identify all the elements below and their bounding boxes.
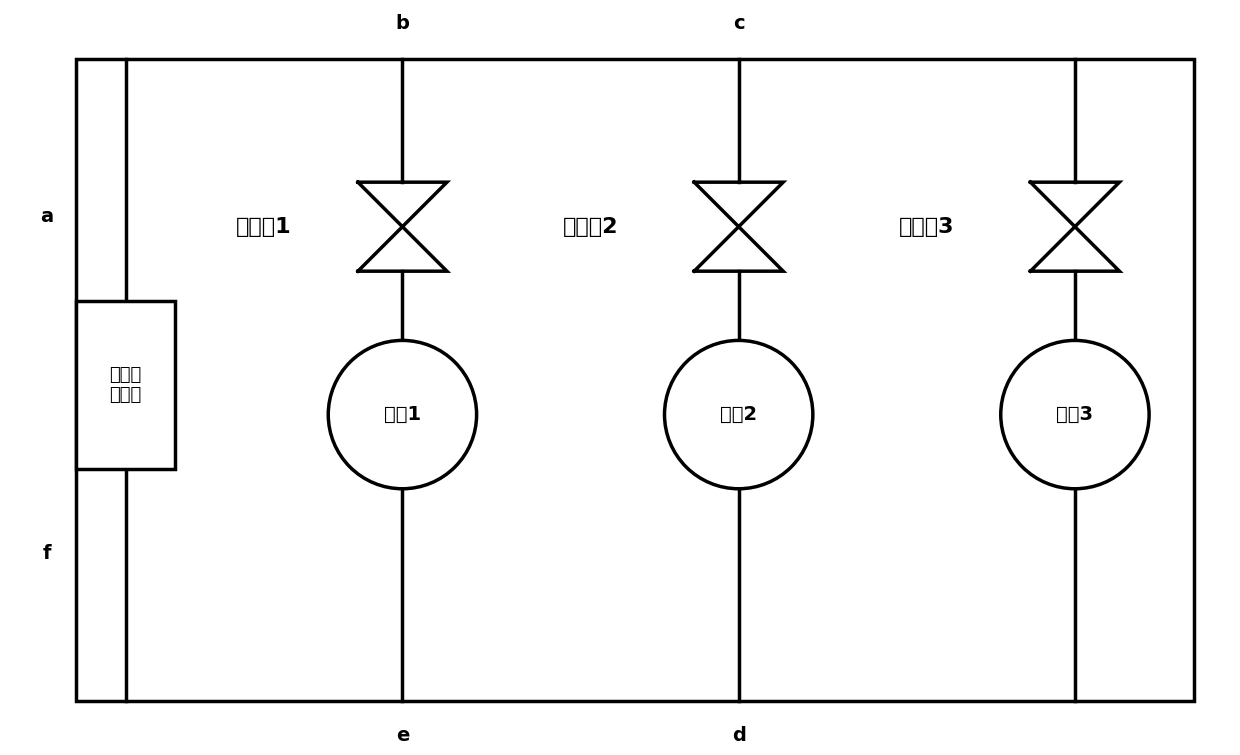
Text: a: a: [40, 208, 53, 226]
Text: b: b: [396, 14, 409, 33]
Text: 用户2: 用户2: [720, 405, 758, 424]
Circle shape: [665, 341, 813, 488]
Bar: [76, 300, 175, 469]
Text: 调节阀2: 调节阀2: [563, 217, 618, 236]
Circle shape: [329, 341, 476, 488]
Bar: [76, 59, 1194, 701]
Text: 用户1: 用户1: [384, 405, 422, 424]
Text: 调节阀3: 调节阀3: [899, 217, 955, 236]
Circle shape: [1001, 341, 1149, 488]
Text: d: d: [732, 726, 745, 745]
Text: 用户3: 用户3: [1056, 405, 1094, 424]
Text: f: f: [42, 544, 51, 562]
Text: e: e: [396, 726, 409, 745]
Text: 调节阀1: 调节阀1: [236, 217, 291, 236]
Text: 热源或
换热站: 热源或 换热站: [109, 365, 141, 405]
Text: c: c: [733, 14, 744, 33]
